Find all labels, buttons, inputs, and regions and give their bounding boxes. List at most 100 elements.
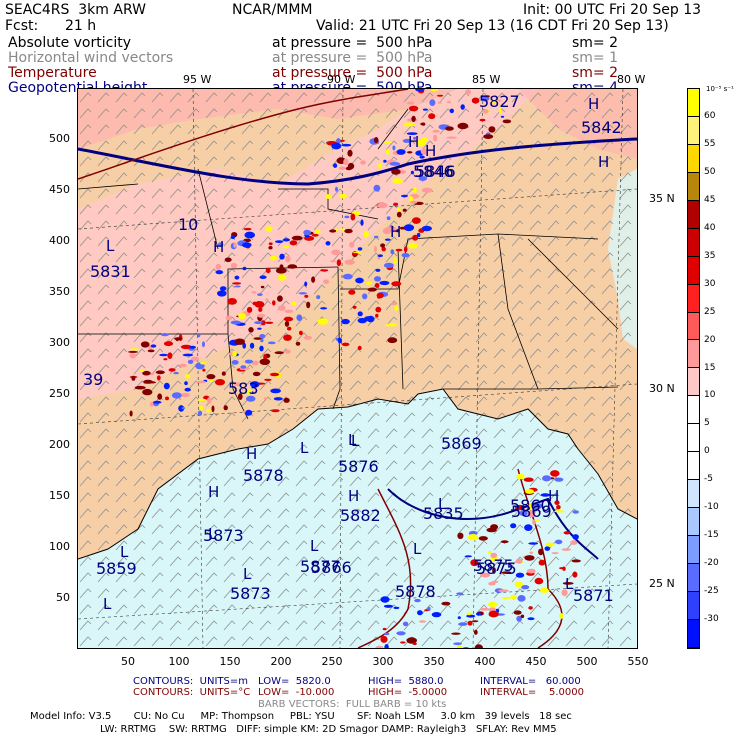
colorbar-swatch bbox=[688, 144, 699, 173]
x-tick-label: 450 bbox=[525, 655, 547, 668]
convective-cell bbox=[471, 97, 480, 104]
convective-cell bbox=[490, 552, 498, 558]
convective-cell bbox=[389, 162, 401, 166]
contour-value-label: 39 bbox=[83, 370, 103, 389]
x-tick-label: 50 bbox=[121, 655, 135, 668]
convective-cell bbox=[304, 294, 309, 298]
convective-cell bbox=[264, 378, 272, 381]
contour-value-label: 5878 bbox=[243, 466, 284, 485]
x-tick-label: 150 bbox=[219, 655, 241, 668]
colorbar-label: 40 bbox=[704, 222, 716, 233]
y-tick-label: 450 bbox=[49, 183, 70, 196]
convective-cell bbox=[420, 148, 428, 155]
convective-cell bbox=[352, 305, 357, 309]
contour-value-label: 5871 bbox=[573, 586, 614, 605]
convective-cell bbox=[200, 361, 207, 365]
convective-cell bbox=[471, 620, 479, 623]
fcst-label: Fcst: bbox=[5, 18, 39, 34]
convective-cell bbox=[458, 622, 468, 626]
convective-cell bbox=[245, 409, 253, 416]
colorbar-swatch bbox=[688, 424, 699, 453]
convective-cell bbox=[431, 612, 442, 618]
colorbar-swatch bbox=[688, 563, 699, 592]
convective-cell bbox=[520, 614, 525, 619]
convective-cell bbox=[219, 286, 227, 291]
convective-cell bbox=[217, 242, 224, 247]
convective-cell bbox=[482, 109, 489, 114]
convective-cell bbox=[259, 334, 266, 339]
convective-cell bbox=[556, 505, 561, 510]
convective-cell bbox=[197, 398, 207, 401]
convective-cell bbox=[311, 276, 316, 283]
convective-cell bbox=[360, 160, 366, 165]
convective-cell bbox=[386, 216, 391, 221]
convective-cell bbox=[240, 365, 247, 369]
convective-cell bbox=[178, 405, 185, 412]
convective-cell bbox=[406, 637, 418, 644]
convective-cell bbox=[343, 158, 349, 166]
convective-cell bbox=[330, 260, 336, 263]
convective-cell bbox=[417, 610, 423, 616]
x-tick-label: 400 bbox=[474, 655, 496, 668]
temp-contour-gulf-west bbox=[357, 488, 412, 648]
convective-cell bbox=[215, 270, 224, 275]
convective-cell bbox=[394, 305, 399, 311]
convective-cell bbox=[561, 548, 571, 551]
convective-cell bbox=[257, 327, 262, 330]
convective-cell bbox=[572, 510, 579, 514]
convective-cell bbox=[516, 473, 525, 480]
convective-cell bbox=[391, 281, 402, 287]
convective-cell bbox=[521, 585, 530, 590]
convective-cell bbox=[232, 350, 237, 357]
convective-cell bbox=[179, 363, 187, 368]
convective-cell bbox=[304, 281, 308, 287]
field-smoothing: sm= 2 bbox=[572, 65, 619, 81]
colorbar-swatch bbox=[688, 312, 699, 341]
convective-cell bbox=[390, 249, 395, 255]
convective-cell bbox=[320, 307, 328, 310]
convective-cell bbox=[253, 337, 263, 340]
convective-cell bbox=[400, 641, 406, 644]
latitude-label: 30 N bbox=[649, 382, 675, 395]
convective-cell bbox=[523, 477, 534, 482]
init-time: Init: 00 UTC Fri 20 Sep 13 bbox=[523, 2, 702, 18]
longitude-label: 95 W bbox=[183, 73, 212, 86]
colorbar-swatch bbox=[688, 591, 699, 620]
convective-cell bbox=[399, 226, 405, 230]
convective-cell bbox=[527, 617, 535, 621]
convective-cell bbox=[446, 136, 458, 139]
convective-cell bbox=[325, 194, 332, 199]
convective-cell bbox=[487, 601, 498, 608]
convective-cell bbox=[529, 551, 533, 555]
convective-cell bbox=[270, 372, 280, 377]
convective-cell bbox=[283, 245, 289, 249]
convective-cell bbox=[350, 213, 356, 221]
colorbar-label: -25 bbox=[704, 586, 719, 597]
colorbar-label: -5 bbox=[704, 474, 713, 485]
convective-cell bbox=[189, 345, 196, 349]
convective-cell bbox=[489, 100, 499, 103]
convective-cell bbox=[291, 235, 303, 241]
height-contour-5880 bbox=[387, 488, 599, 560]
convective-cell bbox=[412, 217, 421, 224]
convective-cell bbox=[453, 642, 462, 645]
colorbar-label: 0 bbox=[704, 446, 710, 457]
convective-cell bbox=[254, 321, 263, 325]
convective-cell bbox=[478, 536, 488, 541]
convective-cell bbox=[267, 341, 276, 345]
convective-cell bbox=[550, 470, 560, 477]
convective-cell bbox=[412, 234, 419, 241]
convective-cell bbox=[331, 249, 341, 256]
convective-cell bbox=[348, 289, 356, 295]
convective-cell bbox=[433, 134, 438, 142]
colorbar-label: 15 bbox=[704, 362, 716, 373]
contours2-interval: INTERVAL= 5.0000 bbox=[480, 687, 584, 698]
convective-cell bbox=[284, 320, 290, 327]
convective-cell bbox=[303, 335, 312, 340]
convective-cell bbox=[260, 285, 265, 289]
contour-value-label: 5835 bbox=[423, 504, 464, 523]
contour-value-label: 5875 bbox=[476, 559, 517, 578]
convective-cell bbox=[230, 262, 238, 269]
convective-cell bbox=[129, 410, 133, 417]
convective-cell bbox=[570, 540, 578, 545]
